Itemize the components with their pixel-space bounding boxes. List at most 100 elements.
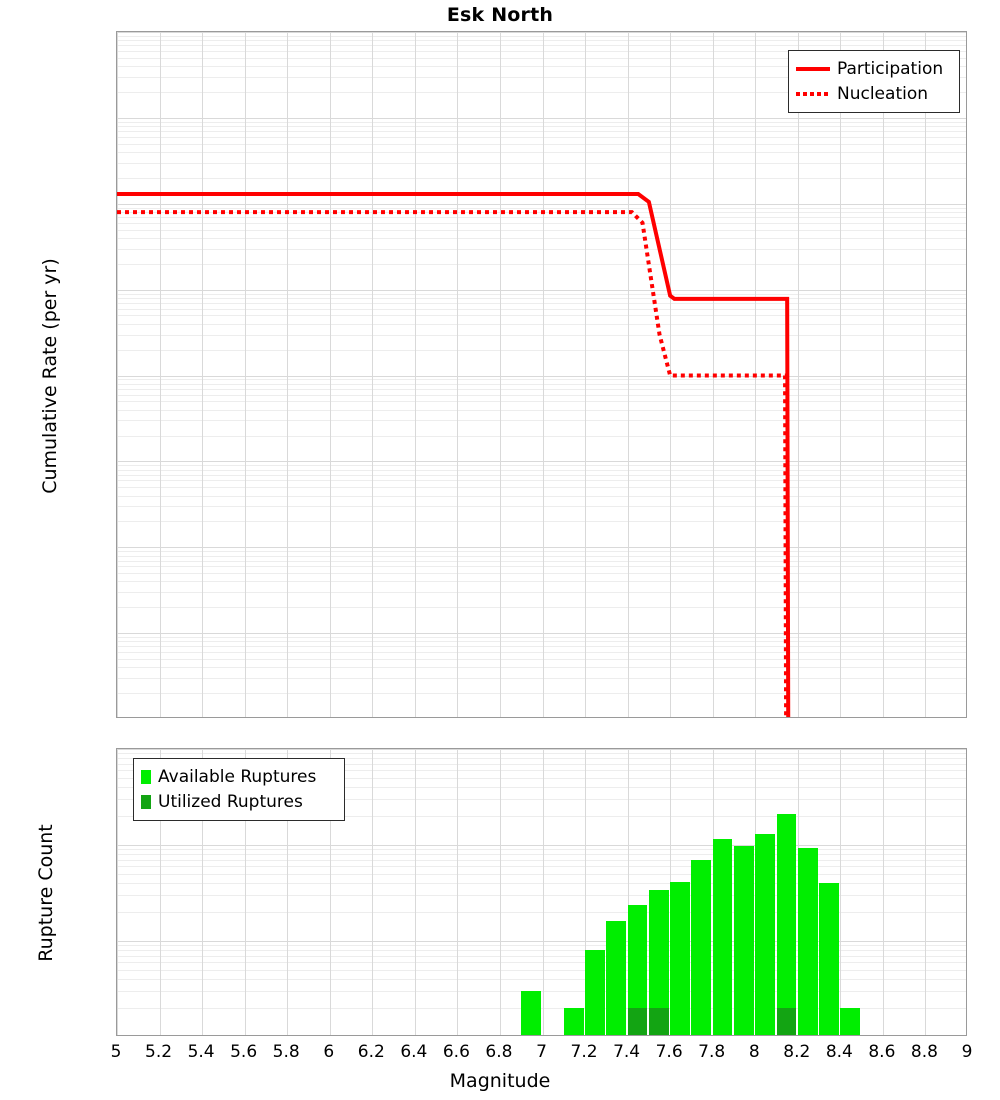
gridline-horizontal: [117, 883, 966, 884]
gridline-vertical: [500, 32, 501, 717]
gridline-vertical: [117, 749, 118, 1035]
gridline-horizontal: [117, 294, 966, 295]
gridline-horizontal: [117, 845, 966, 846]
gridline-horizontal: [117, 641, 966, 642]
bar-available-ruptures: [733, 845, 754, 1035]
legend-item[interactable]: Nucleation: [796, 81, 951, 106]
x-axis-tick-label: 8.6: [868, 1042, 896, 1062]
gridline-horizontal: [117, 799, 966, 800]
x-axis-tick-label: 8.4: [825, 1042, 853, 1062]
cumulative-rate-curves: [117, 191, 792, 717]
legend-item-label: Utilized Ruptures: [158, 791, 303, 812]
x-axis-tick-label: 6.2: [357, 1042, 385, 1062]
gridline-horizontal: [117, 753, 966, 754]
gridline-vertical: [457, 749, 458, 1035]
gridline-horizontal: [117, 646, 966, 647]
legend-item-label: Nucleation: [837, 83, 929, 104]
bar-available-ruptures: [627, 904, 648, 1035]
x-axis-tick-label: 7.2: [570, 1042, 598, 1062]
bar-utilized-ruptures: [648, 1008, 669, 1035]
gridline-horizontal: [117, 962, 966, 963]
x-axis-ticks: 5 5.2 5.4 5.6 5.8 6 6.2 6.4 6.6 6.8 7 7.2 7.4 7.6 7.8 8…: [0, 1042, 1000, 1066]
gridline-horizontal: [117, 122, 966, 123]
gridline-horizontal: [117, 787, 966, 788]
gridline-horizontal: [117, 979, 966, 980]
gridline-horizontal: [117, 92, 966, 93]
gridline-vertical: [628, 749, 629, 1035]
x-axis-tick-label: 9: [961, 1042, 973, 1062]
x-axis-tick-label: 8: [748, 1042, 760, 1062]
x-axis-title: Magnitude: [449, 1070, 551, 1092]
gridline-horizontal: [117, 770, 966, 771]
gridline-horizontal: [117, 866, 966, 867]
gridline-vertical: [840, 32, 841, 717]
gridline-horizontal: [117, 652, 966, 653]
bottom-y-axis-title: Rupture Count: [35, 824, 57, 962]
gridline-horizontal: [117, 895, 966, 896]
gridline-horizontal: [117, 566, 966, 567]
gridline-horizontal: [117, 249, 966, 250]
solid-line-icon: [796, 66, 830, 71]
gridline-horizontal: [117, 778, 966, 779]
x-axis-tick-label: 7.6: [655, 1042, 683, 1062]
bottom-legend: Available Ruptures Utilized Ruptures: [133, 758, 345, 821]
gridline-vertical: [117, 32, 118, 717]
gridline-vertical: [670, 32, 671, 717]
x-axis-tick-label: 5.8: [272, 1042, 300, 1062]
gridline-horizontal: [117, 480, 966, 481]
gridline-horizontal: [117, 315, 966, 316]
dotted-line-icon: [796, 91, 830, 96]
gridline-horizontal: [117, 693, 966, 694]
x-axis-tick-label: 6.8: [485, 1042, 513, 1062]
gridline-horizontal: [117, 223, 966, 224]
legend-item[interactable]: Utilized Ruptures: [141, 789, 336, 814]
gridline-horizontal: [117, 991, 966, 992]
gridline-horizontal: [117, 749, 966, 750]
gridline-horizontal: [117, 475, 966, 476]
gridline-horizontal: [117, 51, 966, 52]
gridline-horizontal: [117, 152, 966, 153]
gridline-horizontal: [117, 470, 966, 471]
gridline-horizontal: [117, 126, 966, 127]
gridline-horizontal: [117, 956, 966, 957]
gridline-horizontal: [117, 849, 966, 850]
gridline-vertical: [925, 749, 926, 1035]
bar-utilized-ruptures: [776, 1008, 797, 1035]
gridline-horizontal: [117, 66, 966, 67]
bar-available-ruptures: [755, 834, 776, 1035]
gridline-horizontal: [117, 395, 966, 396]
bar-available-ruptures: [819, 883, 839, 1035]
gridline-horizontal: [117, 551, 966, 552]
page-title: Esk North: [446, 4, 554, 26]
gridline-horizontal: [117, 556, 966, 557]
gridline-horizontal: [117, 465, 966, 466]
gridline-horizontal: [117, 45, 966, 46]
bar-available-ruptures: [797, 848, 818, 1035]
gridline-vertical: [543, 32, 544, 717]
gridline-horizontal: [117, 178, 966, 179]
legend-item[interactable]: Available Ruptures: [141, 764, 336, 789]
gridline-horizontal: [117, 547, 966, 548]
gridline-vertical: [202, 32, 203, 717]
gridline-horizontal: [117, 36, 966, 37]
legend-item[interactable]: Participation: [796, 56, 951, 81]
x-axis-tick-label: 7.4: [613, 1042, 641, 1062]
x-axis-tick-label: 6.6: [442, 1042, 470, 1062]
gridline-horizontal: [117, 389, 966, 390]
gridline-vertical: [415, 749, 416, 1035]
gridline-horizontal: [117, 874, 966, 875]
x-axis-tick-label: 5.2: [145, 1042, 173, 1062]
bar-available-ruptures: [563, 1008, 584, 1035]
gridline-horizontal: [117, 40, 966, 41]
gridline-vertical: [500, 749, 501, 1035]
gridline-horizontal: [117, 487, 966, 488]
gridline-vertical: [372, 749, 373, 1035]
gridline-horizontal: [117, 420, 966, 421]
gridline-horizontal: [117, 376, 966, 377]
gridline-horizontal: [117, 970, 966, 971]
gridline-horizontal: [117, 401, 966, 402]
gridline-horizontal: [117, 461, 966, 462]
gridline-vertical: [883, 749, 884, 1035]
gridline-vertical: [202, 749, 203, 1035]
x-axis-tick-label: 5.4: [187, 1042, 215, 1062]
